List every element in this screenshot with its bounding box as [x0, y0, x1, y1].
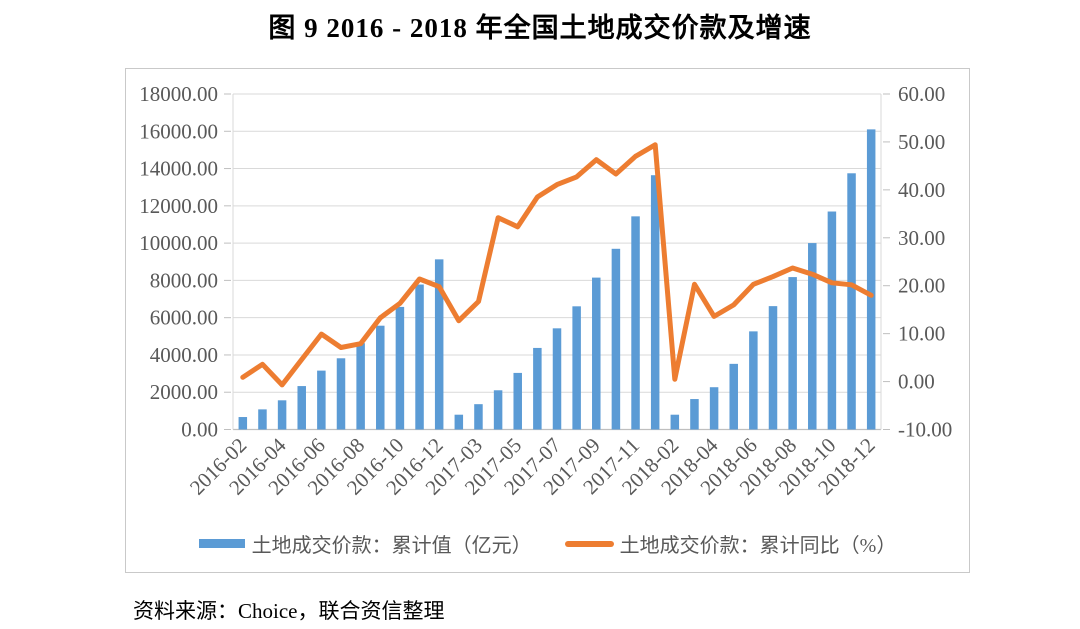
bar: [631, 216, 640, 430]
legend-item-bars: 土地成交价款：累计值（亿元）: [198, 529, 532, 558]
bar: [317, 370, 326, 430]
bar: [749, 331, 758, 430]
y-axis-label: 14000.00: [139, 157, 218, 181]
bar: [415, 284, 424, 430]
y2-axis-label: 60.00: [898, 82, 945, 106]
chart-container: 0.00 2000.00 4000.00 6000.00 8000.00 10000.00…: [125, 68, 970, 573]
legend-item-line: 土地成交价款：累计同比（%）: [564, 529, 897, 558]
bar: [336, 358, 346, 430]
bar: [395, 306, 405, 430]
bar: [533, 347, 542, 430]
y-axis-label: 4000.00: [150, 343, 218, 367]
bar: [258, 409, 267, 430]
y2-axis-label: -10.00: [898, 418, 952, 442]
bar: [376, 325, 385, 430]
line-series-label: 土地成交价款：累计同比（%）: [619, 535, 897, 557]
y-axis-label: 16000.00: [139, 119, 218, 143]
y2-axis-label: 40.00: [898, 178, 945, 202]
y-axis-label: 12000.00: [139, 194, 218, 218]
y2-axis-label: 50.00: [898, 130, 945, 154]
y2-axis-label: 0.00: [898, 370, 935, 394]
bar: [552, 328, 562, 430]
source-note: 资料来源：Choice，联合资信整理: [133, 599, 445, 623]
legend: 土地成交价款：累计值（亿元） 土地成交价款：累计同比（%）: [126, 529, 969, 558]
trend-line: [240, 142, 874, 388]
bar: [454, 414, 464, 430]
bar: [690, 399, 699, 430]
line-series-swatch: [564, 540, 614, 547]
y-axis-label: 18000.00: [139, 82, 218, 106]
bar: [277, 400, 287, 430]
y-axis-label: 8000.00: [150, 268, 218, 292]
y2-axis-label: 10.00: [898, 322, 945, 346]
bar: [493, 390, 503, 430]
y2-axis-label: 20.00: [898, 274, 945, 298]
bar: [729, 363, 738, 430]
bar: [611, 248, 621, 430]
bar: [238, 417, 248, 430]
bar-series-swatch: [198, 539, 245, 548]
bar: [709, 387, 719, 430]
bar-series-label: 土地成交价款：累计值（亿元）: [251, 535, 532, 557]
bar: [592, 277, 601, 430]
bar: [474, 404, 483, 430]
chart-title: 图 9 2016 - 2018 年全国土地成交价款及增速: [268, 13, 812, 43]
bar: [434, 259, 444, 430]
y-axis-label: 6000.00: [150, 306, 218, 330]
bar: [513, 372, 522, 430]
y-axis-label: 0.00: [181, 418, 218, 442]
bar: [788, 277, 797, 430]
y-axis-label: 10000.00: [139, 231, 218, 255]
plot-svg: 0.00 2000.00 4000.00 6000.00 8000.00 10000.00…: [139, 82, 952, 500]
bar: [297, 386, 306, 430]
bar: [866, 129, 876, 430]
y2-axis-label: 30.00: [898, 226, 945, 250]
bar: [650, 175, 660, 430]
bar: [808, 243, 817, 430]
bar: [670, 414, 680, 430]
y-axis-label: 2000.00: [150, 380, 218, 404]
bar: [827, 211, 837, 430]
bar: [768, 306, 778, 430]
bar: [572, 306, 581, 430]
bar: [356, 343, 365, 430]
bar: [847, 173, 856, 430]
